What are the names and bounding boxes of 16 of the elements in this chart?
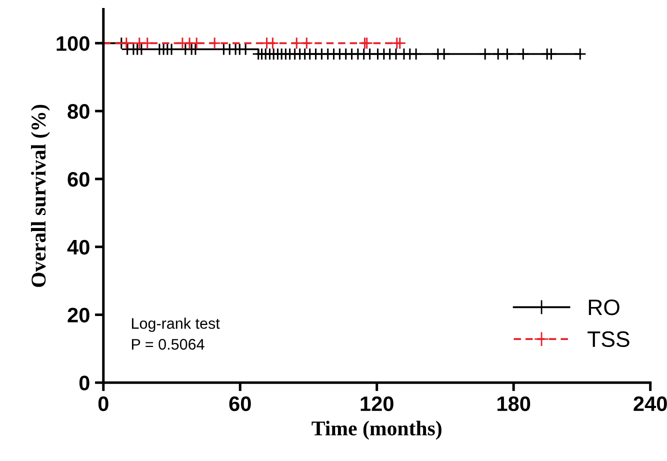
y-tick-label: 0: [79, 376, 90, 390]
x-tick-label: 60: [229, 396, 251, 412]
legend-label: TSS: [588, 331, 630, 348]
y-tick-label: 20: [68, 308, 90, 322]
annotation: Log-rank test P = 0.5064: [132, 318, 220, 350]
y-tick-label: 60: [68, 172, 90, 187]
x-tick-label: 120: [360, 396, 394, 412]
y-tick-label: 100: [56, 36, 90, 51]
x-axis-title: Time (months): [312, 420, 442, 440]
legend-label: RO: [588, 299, 620, 316]
y-axis-title: Overall survival (%): [30, 104, 50, 287]
y-tick-label: 80: [68, 104, 90, 119]
x-tick-label: 0: [98, 396, 108, 412]
x-tick-label: 180: [498, 396, 530, 412]
y-tick-label: 40: [67, 240, 90, 255]
x-tick-label: 240: [634, 396, 667, 412]
